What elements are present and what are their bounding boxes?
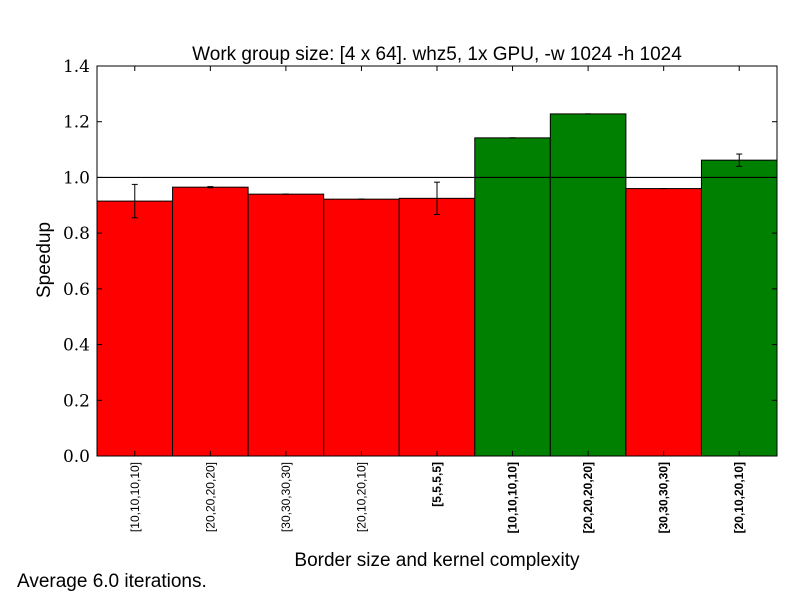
xtick-label-5: [10,10,10,10] [506, 462, 520, 533]
bar-1 [172, 186, 249, 457]
xtick-label-1: [20,20,20,20] [203, 462, 217, 532]
bar-8 [700, 159, 778, 457]
footnote: Average 6.0 iterations. [17, 571, 207, 592]
x-axis-label: Border size and kernel complexity [294, 550, 580, 571]
xtick-label-8: [20,10,20,10] [732, 462, 746, 533]
bar-2 [247, 193, 325, 457]
ytick-label-0: 0.0 [63, 447, 90, 467]
xtick-label-4: [5,5,5,5] [430, 462, 444, 507]
ytick-label-1: 0.2 [63, 391, 90, 411]
bar-0 [96, 200, 174, 457]
bar-6 [549, 113, 627, 457]
ytick-label-4: 0.8 [63, 224, 90, 244]
ytick-label-5: 1.0 [63, 168, 90, 188]
xtick-label-2: [30,30,30,30] [279, 462, 293, 532]
y-axis-label: Speedup [34, 222, 55, 298]
bar-4 [398, 197, 476, 457]
ytick-label-2: 0.4 [63, 336, 90, 356]
xtick-label-0: [10,10,10,10] [128, 462, 142, 532]
bar-5 [474, 137, 551, 457]
ytick-label-7: 1.4 [63, 57, 90, 77]
ytick-label-6: 1.2 [63, 113, 90, 133]
chart-title: Work group size: [4 x 64]. whz5, 1x GPU,… [192, 44, 682, 65]
ytick-label-3: 0.6 [63, 280, 90, 300]
xtick-label-6: [20,20,20,20] [581, 462, 595, 533]
plot-area: 0.0 0.2 0.4 0.6 0.8 1.0 1.2 1.4 [10,10,10,10] [20… [63, 57, 778, 533]
bar-7 [625, 188, 702, 457]
xtick-label-7: [30,30,30,30] [657, 462, 671, 533]
bar-3 [323, 198, 400, 457]
xtick-label-3: [20,10,20,10] [354, 462, 368, 532]
